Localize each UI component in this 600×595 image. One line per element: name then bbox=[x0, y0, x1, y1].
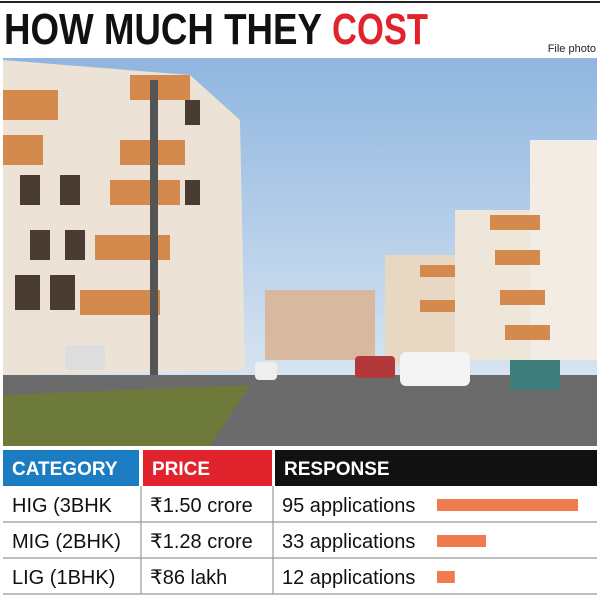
title-highlight: COST bbox=[332, 5, 428, 54]
header-cell bbox=[275, 450, 597, 486]
header-text: RESPONSE bbox=[284, 459, 390, 480]
title-main: HOW MUCH THEY bbox=[4, 5, 322, 54]
response-bar bbox=[437, 535, 486, 547]
response: 95 applications bbox=[282, 495, 415, 517]
header-text: PRICE bbox=[152, 459, 210, 480]
photo-credit: File photo bbox=[548, 43, 596, 55]
response: 12 applications bbox=[282, 567, 415, 589]
response: 33 applications bbox=[282, 531, 415, 553]
header-cell bbox=[3, 450, 139, 486]
category: MIG (2BHK) bbox=[12, 531, 121, 553]
response-bar bbox=[437, 571, 455, 583]
category: HIG (3BHK bbox=[12, 495, 113, 517]
price: ₹1.28 crore bbox=[150, 531, 253, 553]
response-bar bbox=[437, 499, 578, 511]
header-cell bbox=[143, 450, 272, 486]
price: ₹1.50 crore bbox=[150, 495, 253, 517]
header-text: CATEGORY bbox=[12, 459, 118, 480]
photo bbox=[3, 58, 597, 446]
price: ₹86 lakh bbox=[150, 567, 227, 589]
category: LIG (1BHK) bbox=[12, 567, 115, 589]
